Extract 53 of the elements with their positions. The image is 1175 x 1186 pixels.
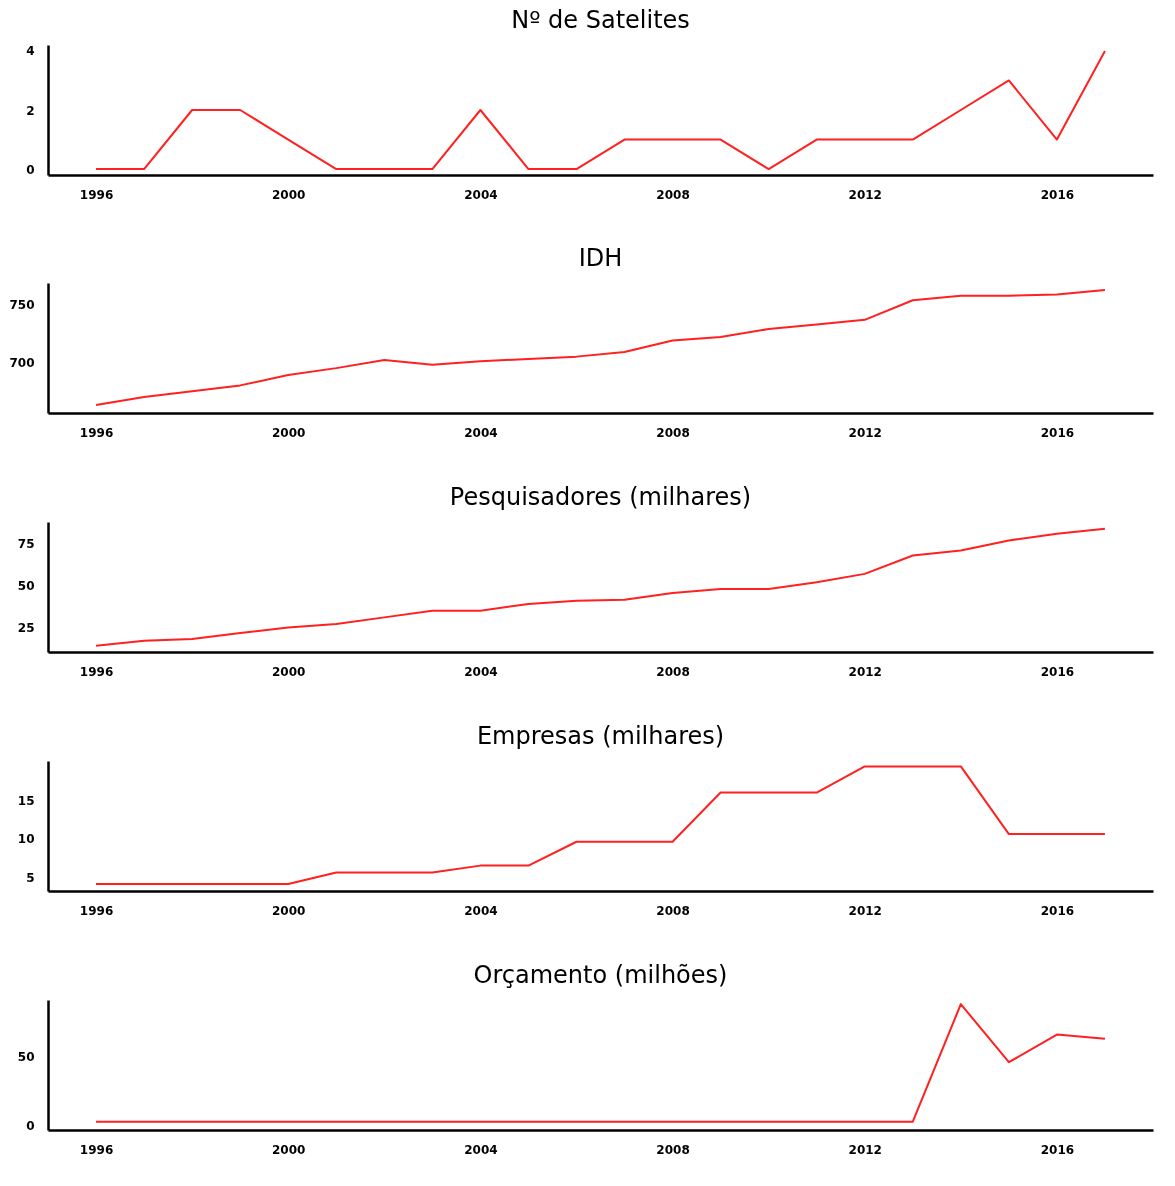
line-series — [95, 527, 1106, 647]
y-tick-label: 750 — [9, 298, 35, 313]
y-tick-label: 5 — [26, 870, 35, 885]
x-tick-label: 2012 — [848, 425, 882, 440]
x-tick-label: 2008 — [656, 425, 690, 440]
x-tick-label: 2012 — [848, 187, 882, 202]
y-tick-label: 0 — [26, 162, 35, 177]
x-tick-label: 2016 — [1040, 425, 1075, 440]
x-tick-label: 2012 — [848, 903, 882, 918]
x-tick-label: 2000 — [272, 664, 306, 679]
x-tick-label: 2016 — [1040, 903, 1075, 918]
x-tick-label: 2008 — [656, 187, 690, 202]
y-tick-label: 15 — [17, 793, 35, 808]
x-tick-label: 2004 — [464, 425, 498, 440]
x-tick-label: 2016 — [1040, 187, 1075, 202]
x-tick-label: 2000 — [272, 425, 306, 440]
x-tick-label: 1996 — [79, 664, 114, 679]
line-series — [95, 288, 1106, 406]
line-series — [95, 49, 1106, 171]
x-tick-label: 1996 — [79, 425, 114, 440]
x-tick-label: 2000 — [272, 903, 306, 918]
y-tick-label: 700 — [9, 355, 35, 370]
x-tick-label: 1996 — [79, 903, 114, 918]
line-series — [95, 1003, 1106, 1123]
y-tick-label: 0 — [26, 1119, 35, 1134]
x-tick-label: 2008 — [656, 1142, 690, 1157]
x-tick-label: 2008 — [656, 664, 690, 679]
y-tick-label: 25 — [17, 620, 35, 635]
y-tick-label: 4 — [26, 44, 35, 59]
chart-title: IDH — [578, 244, 623, 272]
x-tick-label: 2000 — [272, 1142, 306, 1157]
x-tick-label: 2016 — [1040, 664, 1075, 679]
y-tick-label: 50 — [17, 579, 35, 594]
x-tick-label: 2012 — [848, 1142, 882, 1157]
y-tick-label: 75 — [17, 537, 35, 552]
chart-title: Empresas (milhares) — [476, 722, 725, 750]
x-tick-label: 2008 — [656, 903, 690, 918]
y-tick-label: 50 — [17, 1050, 35, 1065]
y-tick-label: 10 — [17, 832, 35, 847]
line-series — [95, 765, 1106, 886]
x-tick-label: 1996 — [79, 187, 114, 202]
x-tick-label: 2004 — [464, 903, 498, 918]
chart-title: Pesquisadores (milhares) — [449, 483, 752, 511]
x-tick-label: 2004 — [464, 664, 498, 679]
x-tick-label: 2012 — [848, 664, 882, 679]
x-tick-label: 2000 — [272, 187, 306, 202]
chart-title: Nº de Satelites — [511, 5, 690, 34]
x-tick-label: 2016 — [1040, 1142, 1075, 1157]
x-tick-label: 2004 — [464, 1142, 498, 1157]
x-tick-label: 2004 — [464, 187, 498, 202]
y-tick-label: 2 — [26, 103, 35, 118]
chart-title: Orçamento (milhões) — [473, 961, 728, 989]
x-tick-label: 1996 — [79, 1142, 114, 1157]
